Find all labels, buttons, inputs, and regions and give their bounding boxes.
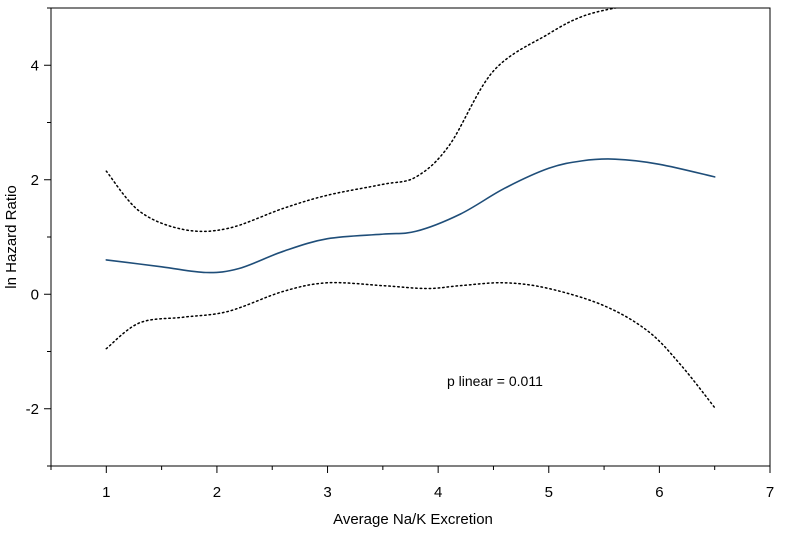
y-axis-title: ln Hazard Ratio (3, 185, 20, 288)
y-tick-label: -2 (26, 401, 39, 418)
x-tick-label: 2 (213, 484, 221, 501)
series-layer (105, 8, 716, 409)
y-tick-label: 4 (31, 57, 39, 74)
y-axis-ticks: -2 0 2 4 (26, 7, 51, 467)
p-value-annotation: p linear = 0.011 (447, 373, 543, 389)
x-tick-label: 4 (434, 484, 442, 501)
y-tick-label: 2 (31, 172, 39, 189)
plot-frame (50, 7, 771, 467)
estimate-line (105, 158, 716, 274)
x-tick-label: 5 (545, 484, 553, 501)
upper-ci-line (105, 8, 620, 233)
x-tick-label: 1 (102, 484, 110, 501)
y-tick-label: 0 (31, 286, 39, 303)
x-axis-title: Average Na/K Excretion (333, 511, 493, 528)
x-tick-label: 3 (323, 484, 331, 501)
x-tick-label: 6 (655, 484, 663, 501)
lower-ci-line (105, 281, 716, 409)
x-axis-ticks: 1 2 3 4 5 6 7 (50, 466, 774, 501)
x-tick-label: 7 (766, 484, 774, 501)
